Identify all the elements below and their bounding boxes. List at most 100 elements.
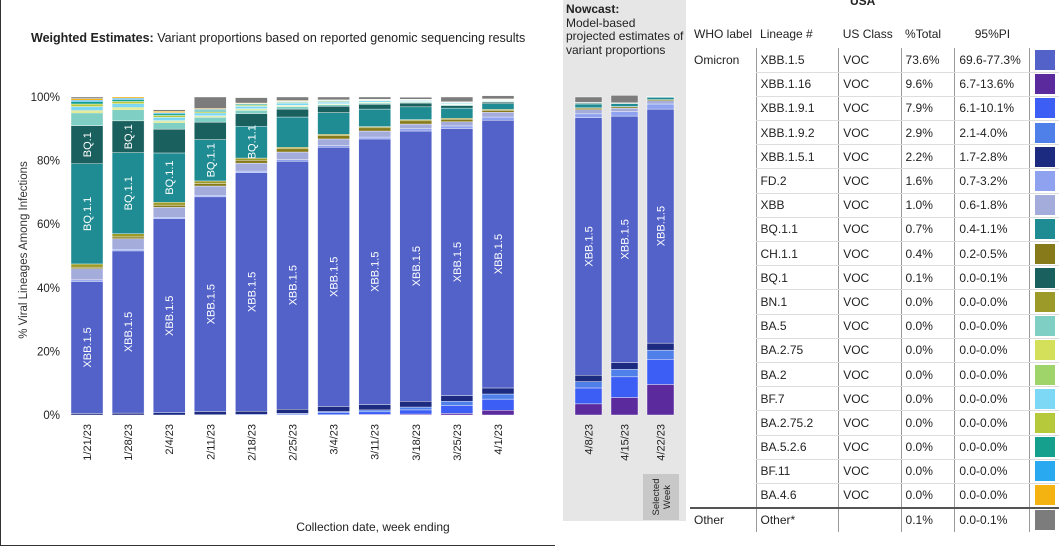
weighted-segment-CH.1.1[interactable] [317,135,350,140]
nowcast-segment-XBB.1.9.1[interactable] [646,359,675,385]
weighted-segment-XBB.1.16[interactable] [481,410,515,416]
weighted-segment-XBB.1.5[interactable] [111,250,145,414]
weighted-segment-BA.2.75.2[interactable] [152,115,186,118]
weighted-segment-BQ.1.1[interactable] [194,139,227,182]
nowcast-segment-XBB.1.5[interactable] [646,108,675,344]
weighted-segment-Other[interactable] [70,96,104,99]
weighted-segment-XBB[interactable] [481,112,515,118]
weighted-segment-XBB[interactable] [194,185,227,196]
weighted-segment-FD.2[interactable] [70,279,104,282]
weighted-segment-FD.2[interactable] [481,116,515,121]
weighted-segment-FD.2[interactable] [235,170,268,173]
weighted-segment-BA.5[interactable] [152,122,186,130]
nowcast-segment-XBB.1.5.1[interactable] [646,342,675,351]
table-row[interactable]: BA.5.2.6 VOC 0.0% 0.0-0.0% [690,435,1059,460]
table-row[interactable]: CH.1.1 VOC 0.4% 0.2-0.5% [690,241,1059,267]
nowcast-segment-XBB.1.5[interactable] [610,115,639,363]
weighted-segment-BQ.1.1[interactable] [152,152,186,203]
weighted-segment-BQ.1[interactable] [358,104,391,110]
weighted-segment-BF.11[interactable] [70,99,104,102]
weighted-segment-XBB.1.5[interactable] [399,130,432,402]
weighted-segment-BF.7[interactable] [111,103,145,108]
weighted-segment-Other[interactable] [440,96,474,102]
weighted-segment-XBB.1.5.1[interactable] [194,411,227,415]
table-row[interactable]: XBB.1.5.1 VOC 2.2% 1.7-2.8% [690,144,1059,170]
weighted-segment-BF.7[interactable] [152,117,186,121]
weighted-segment-CH.1.1[interactable] [235,160,268,164]
weighted-segment-XBB.1.5.1[interactable] [276,409,309,414]
weighted-segment-Other[interactable] [194,96,227,109]
weighted-segment-XBB.1.5[interactable] [317,147,350,407]
weighted-segment-BA.5.2.6[interactable] [152,113,186,116]
weighted-segment-Other[interactable] [276,96,309,101]
table-row[interactable]: Other Other* 0.1% 0.0-0.1% [690,506,1059,532]
weighted-segment-XBB[interactable] [317,138,350,146]
weighted-segment-XBB.1.5[interactable] [440,128,474,396]
nowcast-segment-CH.1.1[interactable] [574,107,603,110]
weighted-segment-CH.1.1[interactable] [276,148,309,153]
nowcast-segment-FD.2[interactable] [610,111,639,117]
nowcast-segment-Other[interactable] [574,96,603,103]
weighted-segment-BQ.1[interactable] [399,102,432,108]
weighted-segment-BN.1[interactable] [152,202,186,206]
nowcast-segment-BQ.1.1[interactable] [646,97,675,100]
weighted-segment-BF.7[interactable] [194,112,227,116]
weighted-segment-BN.1[interactable] [70,263,104,268]
weighted-segment-BA.5.2.6[interactable] [111,99,145,102]
weighted-segment-XBB[interactable] [358,130,391,138]
weighted-segment-FD.2[interactable] [194,195,227,198]
weighted-segment-XBB.1.5[interactable] [194,196,227,412]
weighted-segment-BF.7[interactable] [317,101,350,104]
weighted-segment-BQ.1[interactable] [235,113,268,127]
weighted-segment-BQ.1[interactable] [276,108,309,118]
weighted-segment-BQ.1[interactable] [152,128,186,154]
weighted-segment-BA.5[interactable] [276,106,309,110]
weighted-segment-XBB.1.5[interactable] [358,138,391,405]
table-row[interactable]: BF.7 VOC 0.0% 0.0-0.0% [690,386,1059,412]
weighted-segment-BA.2.75.2[interactable] [111,101,145,104]
weighted-segment-XBB.1.9.1[interactable] [440,405,474,414]
table-row[interactable]: BA.4.6 VOC 0.0% 0.0-0.0% [690,483,1059,509]
weighted-segment-Other[interactable] [235,97,268,104]
weighted-segment-BQ.1[interactable] [317,106,350,113]
table-row[interactable]: BA.2 VOC 0.0% 0.0-0.0% [690,362,1059,388]
weighted-segment-XBB.1.5.1[interactable] [111,412,145,416]
weighted-segment-XBB[interactable] [152,207,186,218]
weighted-segment-CH.1.1[interactable] [399,120,432,125]
nowcast-segment-XBB.1.9.2[interactable] [574,381,603,389]
weighted-segment-XBB[interactable] [399,123,432,129]
weighted-segment-XBB[interactable] [111,238,145,250]
table-row[interactable]: BA.2.75 VOC 0.0% 0.0-0.0% [690,338,1059,363]
weighted-segment-XBB.1.5.1[interactable] [70,413,104,416]
weighted-segment-XBB.1.9.2[interactable] [358,409,391,413]
weighted-segment-XBB.1.5[interactable] [235,172,268,412]
weighted-segment-BQ.1.1[interactable] [440,107,474,119]
weighted-segment-BA.5[interactable] [70,112,104,126]
weighted-segment-Other[interactable] [399,97,432,100]
weighted-segment-BF.7[interactable] [70,106,104,111]
nowcast-segment-XBB.1.16[interactable] [574,403,603,416]
weighted-segment-FD.2[interactable] [317,145,350,148]
weighted-segment-XBB.1.5.1[interactable] [235,410,268,415]
nowcast-segment-BQ.1.1[interactable] [610,103,639,107]
weighted-segment-Other[interactable] [358,96,391,100]
weighted-segment-FD.2[interactable] [111,249,145,252]
weighted-segment-FD.2[interactable] [276,159,309,162]
table-row[interactable]: BF.11 VOC 0.0% 0.0-0.0% [690,459,1059,484]
weighted-segment-XBB.1.5.1[interactable] [152,412,186,416]
weighted-segment-XBB.1.5.1[interactable] [399,401,432,408]
weighted-segment-XBB.1.5.1[interactable] [317,406,350,412]
weighted-segment-XBB.1.16[interactable] [440,413,474,416]
weighted-segment-CH.1.1[interactable] [152,204,186,208]
nowcast-segment-FD.2[interactable] [574,113,603,118]
nowcast-segment-XBB.1.16[interactable] [610,397,639,416]
table-row[interactable]: XBB VOC 1.0% 0.6-1.8% [690,193,1059,218]
weighted-segment-BA.4.6[interactable] [70,98,104,101]
weighted-segment-BA.5[interactable] [235,110,268,114]
weighted-segment-BA.4.6[interactable] [111,96,145,99]
weighted-segment-CH.1.1[interactable] [111,236,145,240]
weighted-segment-BA.2.75.2[interactable] [70,103,104,107]
nowcast-segment-XBB.1.9.2[interactable] [646,349,675,360]
weighted-segment-BQ.1[interactable] [194,121,227,140]
nowcast-segment-XBB.1.9.1[interactable] [610,376,639,398]
